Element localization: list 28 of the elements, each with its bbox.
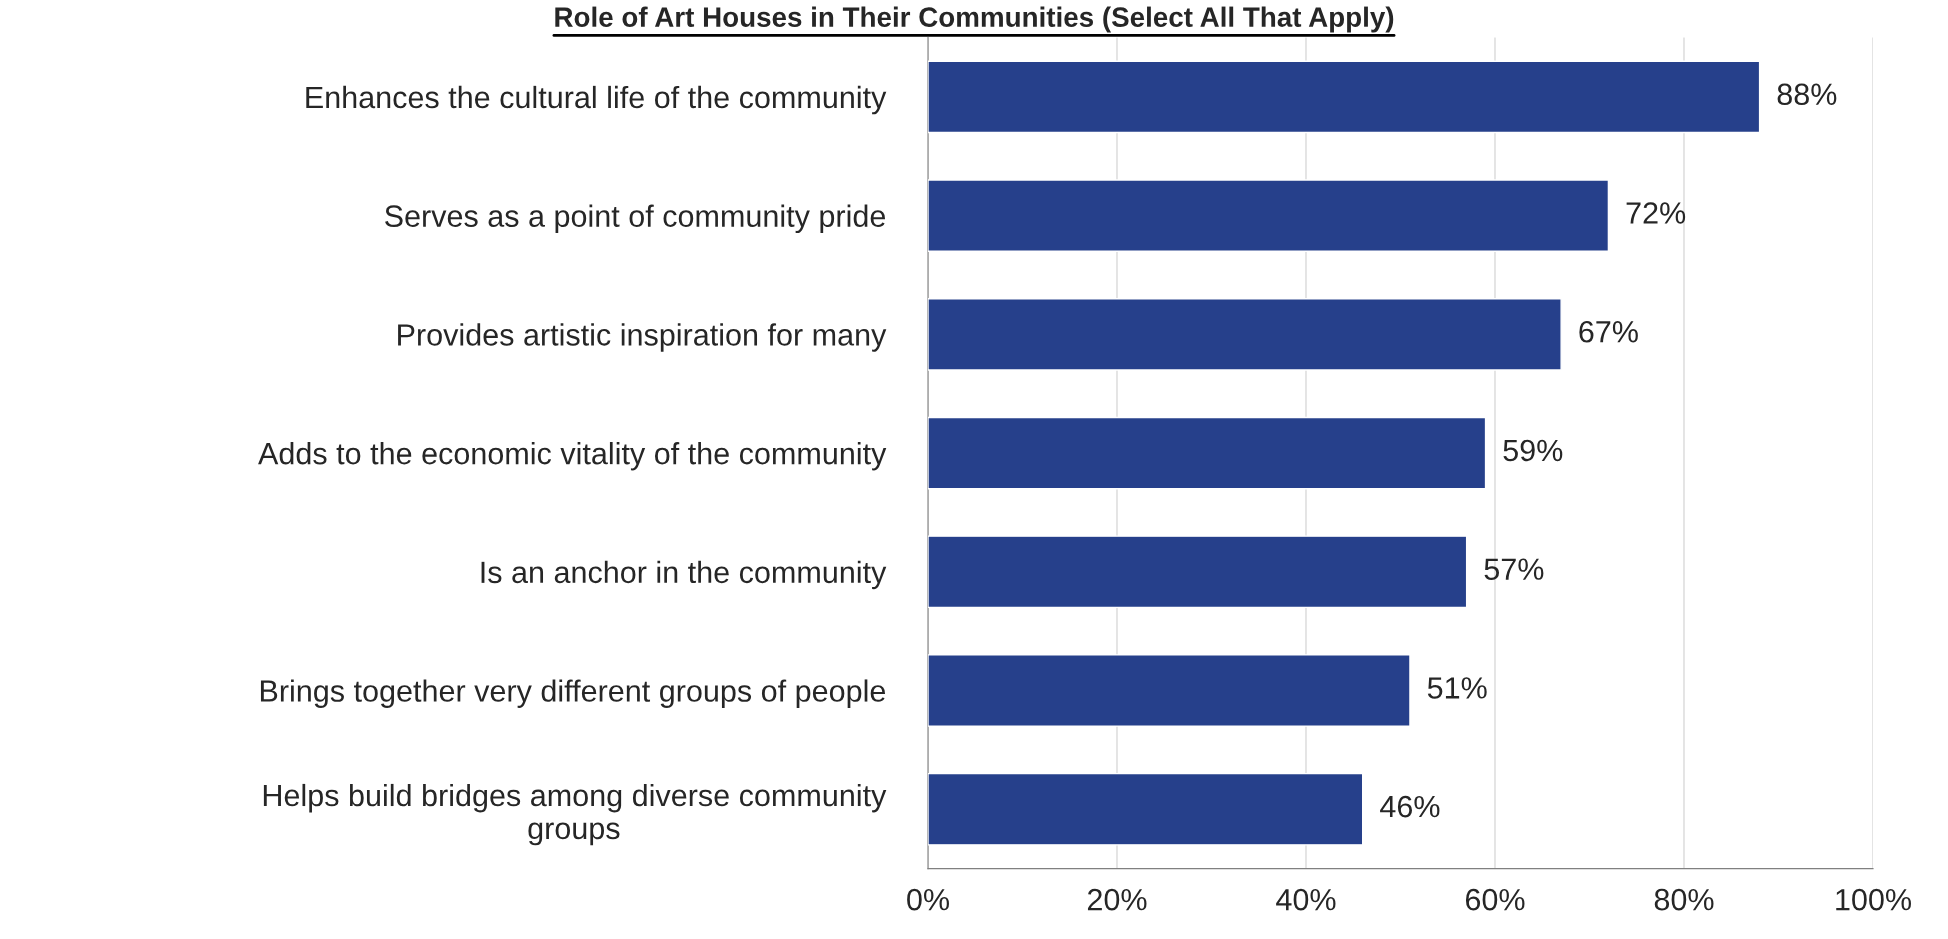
y-tick-label: Serves as a point of community pride bbox=[385, 204, 886, 234]
y-tick-label: Brings together very different groups of people bbox=[260, 679, 886, 708]
data-label: 59% bbox=[1503, 439, 1563, 462]
x-tick-label: 40% bbox=[1276, 888, 1336, 911]
x-tick-label: 100% bbox=[1836, 888, 1911, 911]
bar bbox=[928, 772, 1364, 846]
x-tick-label: 0% bbox=[907, 888, 949, 911]
x-tick-label: 60% bbox=[1465, 888, 1525, 911]
data-label: 51% bbox=[1427, 677, 1487, 699]
data-label: 88% bbox=[1777, 83, 1837, 106]
bar bbox=[928, 535, 1468, 609]
bar bbox=[928, 60, 1761, 134]
x-tick-label: 80% bbox=[1654, 888, 1714, 911]
x-tick-label: 20% bbox=[1087, 888, 1147, 911]
y-tick-label: Is an anchor in the community bbox=[481, 560, 887, 590]
bar bbox=[928, 416, 1487, 490]
y-tick-label: Enhances the cultural life of the community bbox=[306, 85, 887, 115]
chart-title: Role of Art Houses in Their Communities (Select All That Apply) bbox=[555, 6, 1394, 33]
bar bbox=[928, 654, 1411, 727]
y-tick-label: Provides artistic inspiration for many bbox=[398, 323, 887, 352]
data-label: 67% bbox=[1579, 320, 1638, 343]
data-label: 57% bbox=[1484, 558, 1544, 580]
data-label: 72% bbox=[1626, 202, 1686, 224]
bar bbox=[928, 298, 1562, 371]
y-tick-label: Helps build bridges among diverse community groups bbox=[263, 783, 887, 846]
y-tick-label: Adds to the economic vitality of the community bbox=[258, 442, 887, 471]
data-label: 46% bbox=[1380, 795, 1440, 818]
bar bbox=[928, 179, 1610, 252]
